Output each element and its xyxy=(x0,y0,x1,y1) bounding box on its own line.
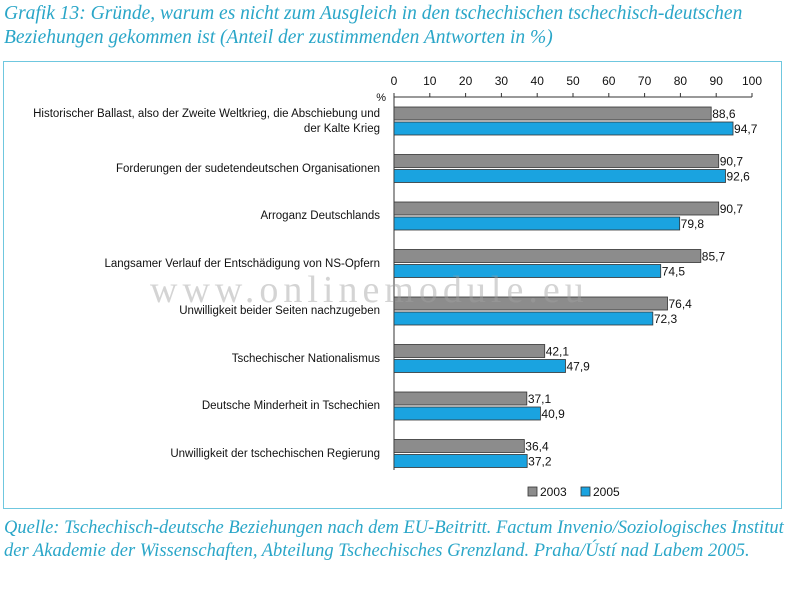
bar-2005 xyxy=(393,454,528,468)
bar-2005 xyxy=(393,121,734,136)
data-label-2003: 90,7 xyxy=(720,155,744,169)
bar-2003 xyxy=(393,249,702,263)
data-label-2003: 37,1 xyxy=(528,392,552,406)
bar-2003 xyxy=(393,201,720,216)
x-tick-label: 100 xyxy=(742,74,762,88)
bar-2003 xyxy=(393,296,668,311)
category-label: Deutsche Minderheit in Tschechien xyxy=(201,400,380,412)
bar-2005 xyxy=(393,216,681,231)
category-label: Arroganz Deutschlands xyxy=(260,210,380,222)
bar-2005 xyxy=(393,359,566,373)
x-tick-label: 40 xyxy=(531,74,545,88)
x-tick-label: 20 xyxy=(459,74,473,88)
chart-frame xyxy=(3,61,782,509)
data-label-2005: 47,9 xyxy=(566,360,590,374)
category-label: Tschechischer Nationalismus xyxy=(231,352,380,365)
data-label-2003: 42,1 xyxy=(546,345,570,359)
bar-2005 xyxy=(393,406,541,421)
x-tick-label: 90 xyxy=(710,74,724,88)
data-label-2005: 72,3 xyxy=(654,312,678,326)
x-tick-label: 30 xyxy=(495,74,509,88)
bar-2003 xyxy=(393,344,546,358)
legend-swatch-2003 xyxy=(527,486,538,497)
x-tick-label: 10 xyxy=(423,74,437,88)
legend-label-2003: 2003 xyxy=(540,485,567,499)
data-label-2003: 88,6 xyxy=(712,107,736,121)
bar-2003 xyxy=(393,391,528,406)
bar-2003 xyxy=(393,106,712,121)
data-label-2005: 40,9 xyxy=(541,407,565,421)
x-tick-label: 0 xyxy=(391,74,398,88)
data-label-2005: 92,6 xyxy=(727,170,751,184)
x-tick-label: 80 xyxy=(674,74,688,88)
x-tick-label: 70 xyxy=(638,74,652,88)
bar-2003 xyxy=(393,154,720,168)
data-label-2005: 74,5 xyxy=(662,265,686,279)
data-label-2003: 36,4 xyxy=(525,440,549,454)
data-label-2003: 90,7 xyxy=(720,202,744,216)
bar-2005 xyxy=(393,264,662,278)
bar-2003 xyxy=(393,439,525,453)
category-label: Historischer Ballast, also der Zweite We… xyxy=(33,108,380,135)
source-note: Quelle: Tschechisch-deutsche Beziehungen… xyxy=(4,518,784,561)
data-label-2003: 85,7 xyxy=(702,250,726,264)
chart-title: Grafik 13: Gründe, warum es nicht zum Au… xyxy=(4,3,743,48)
legend-swatch-2005 xyxy=(580,486,591,497)
category-label: Unwilligkeit beider Seiten nachzugeben xyxy=(179,305,380,317)
category-label: Langsamer Verlauf der Entschädigung von … xyxy=(104,257,380,270)
data-label-2005: 94,7 xyxy=(734,122,758,136)
category-label: Unwilligkeit der tschechischen Regierung xyxy=(170,447,380,460)
category-label: Forderungen der sudetendeutschen Organis… xyxy=(115,162,380,175)
bar-2005 xyxy=(393,311,654,326)
data-label-2005: 79,8 xyxy=(681,217,705,231)
data-label-2003: 76,4 xyxy=(669,297,693,311)
bar-2005 xyxy=(393,169,726,183)
unit-label: % xyxy=(376,92,386,104)
x-tick-label: 60 xyxy=(602,74,616,88)
x-tick-label: 50 xyxy=(566,74,580,88)
legend-label-2005: 2005 xyxy=(593,485,620,499)
data-label-2005: 37,2 xyxy=(528,455,552,469)
